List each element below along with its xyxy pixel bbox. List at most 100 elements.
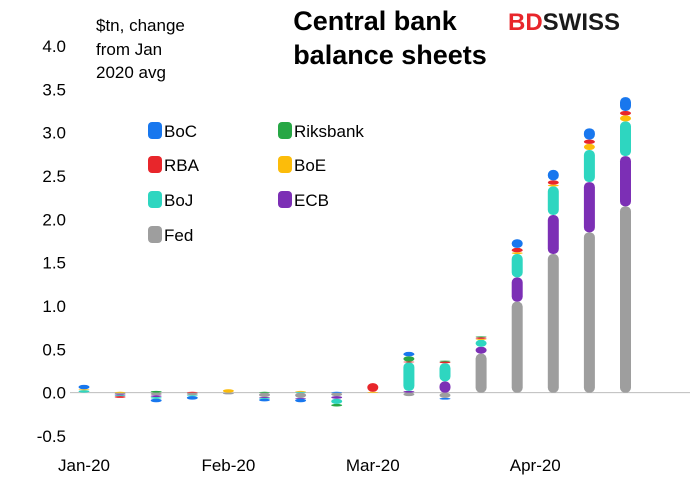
bar-group	[511, 239, 523, 393]
bar-group	[186, 391, 198, 400]
bar-segment-ecb	[439, 381, 451, 393]
x-tick-label: Mar-20	[346, 456, 400, 475]
bar-group	[583, 128, 595, 393]
bar-segment-ecb	[259, 397, 270, 398]
y-axis-label: $tn, change from Jan 2020 avg	[96, 16, 185, 82]
legend-label: RBA	[164, 156, 200, 175]
bar-segment-boj	[511, 254, 523, 278]
y-axis-label-line-2: from Jan	[96, 40, 162, 59]
legend-item-rba: RBA	[148, 156, 200, 175]
x-tick-label: Apr-20	[510, 456, 561, 475]
bar-segment-rba	[403, 361, 415, 363]
bar-group	[259, 391, 270, 402]
legend-item-fed: Fed	[148, 226, 193, 245]
bar-segment-fed	[620, 206, 631, 393]
y-axis-label-line-3: 2020 avg	[96, 63, 166, 82]
bar-segment-boj	[331, 398, 343, 404]
y-tick-label: 0.5	[42, 340, 66, 359]
bar-segment-fed	[583, 232, 595, 393]
legend-item-ecb: ECB	[278, 191, 329, 210]
bar-segment-rba	[475, 337, 487, 339]
bar-segment-boc	[186, 396, 198, 400]
bar-segment-rba	[114, 396, 126, 398]
bar-group	[620, 97, 631, 393]
legend-label: ECB	[294, 191, 329, 210]
bar-group	[114, 391, 126, 398]
legend-item-riksbank: Riksbank	[278, 122, 364, 141]
bar-segment-fed	[439, 392, 451, 398]
bar-segment-ecb	[295, 397, 307, 399]
bar-group	[331, 391, 343, 407]
legend-swatch	[148, 226, 162, 243]
bar-segment-boj	[475, 339, 487, 347]
bar-segment-boj	[78, 390, 90, 393]
bar-segment-fed	[475, 353, 487, 393]
bar-segment-riksbank	[475, 336, 487, 338]
bar-segment-boe	[511, 252, 523, 254]
bar-segment-rba	[620, 111, 631, 116]
bar-segment-boe	[620, 115, 631, 122]
bar-segment-boj	[439, 363, 451, 382]
y-tick-label: 4.0	[42, 37, 66, 56]
bar-segment-fed	[547, 254, 559, 393]
brand-logo: BDSWISS	[508, 9, 620, 36]
bar-segment-riksbank	[403, 356, 415, 362]
bar-segment-boc	[331, 391, 343, 393]
bar-segment-riksbank	[439, 360, 451, 362]
svg-text:BDSWISS: BDSWISS	[508, 9, 620, 36]
bar-segment-riksbank	[259, 391, 270, 393]
bar-group	[439, 360, 451, 400]
bar-segment-ecb	[114, 394, 126, 396]
bar-segment-boc	[403, 351, 415, 357]
bar-segment-boc	[78, 384, 90, 390]
bar-segment-boj	[583, 150, 595, 183]
bar-segment-fed	[186, 392, 198, 396]
chart-title: Central bank balance sheets	[293, 6, 487, 70]
bar-group	[222, 389, 234, 395]
y-tick-label: 2.0	[42, 210, 66, 229]
legend-swatch	[148, 122, 162, 139]
bar-segment-rba	[439, 361, 451, 364]
bar-group	[78, 384, 90, 393]
bar-segment-boc	[511, 239, 523, 248]
x-tick-label: Feb-20	[201, 456, 255, 475]
bar-segment-fed	[331, 392, 343, 397]
brand-logo-bd: BD	[508, 9, 543, 36]
bar-segment-boc	[547, 169, 559, 181]
bar-segment-riksbank	[150, 390, 162, 393]
legend-item-boj: BoJ	[148, 191, 193, 210]
bar-segment-fed	[222, 392, 234, 395]
bar-group	[367, 383, 379, 393]
bar-segment-rba	[511, 247, 523, 253]
legend-label: BoE	[294, 156, 326, 175]
bar-segment-boj	[295, 391, 307, 393]
x-tick-label: Jan-20	[58, 456, 110, 475]
bar-segment-ecb	[511, 277, 523, 302]
y-axis-label-line-1: $tn, change	[96, 16, 185, 35]
legend-item-boe: BoE	[278, 156, 326, 175]
bar-segment-boc	[150, 398, 162, 403]
bar-segment-boe	[475, 338, 487, 340]
bar-segment-boc	[583, 128, 595, 140]
bar-segment-boe	[367, 391, 379, 393]
bar-segment-rba	[186, 391, 198, 393]
bar-segment-boj	[547, 186, 559, 215]
bar-segment-boe	[114, 391, 126, 393]
bar-segment-fed	[259, 392, 270, 397]
bar-segment-boj	[150, 397, 162, 399]
chart-title-line-2: balance sheets	[293, 40, 487, 70]
bar-segment-boc	[295, 398, 307, 403]
legend-swatch	[278, 191, 292, 208]
bar-segment-fed	[150, 392, 162, 396]
bar-segment-rba	[583, 139, 595, 144]
bar-segment-boc	[259, 398, 270, 402]
bar-segment-boj	[114, 395, 126, 397]
bar-segment-boj	[186, 395, 198, 397]
bar-segment-fed	[114, 392, 126, 395]
legend: BoC Riksbank RBA BoE BoJ ECB Fed	[148, 122, 364, 245]
legend-label: Riksbank	[294, 122, 364, 141]
chart-title-line-1: Central bank	[293, 6, 458, 36]
bar-segment-boj	[403, 362, 415, 391]
y-tick-label: 0.0	[42, 384, 66, 403]
y-tick-label: 2.5	[42, 167, 66, 186]
